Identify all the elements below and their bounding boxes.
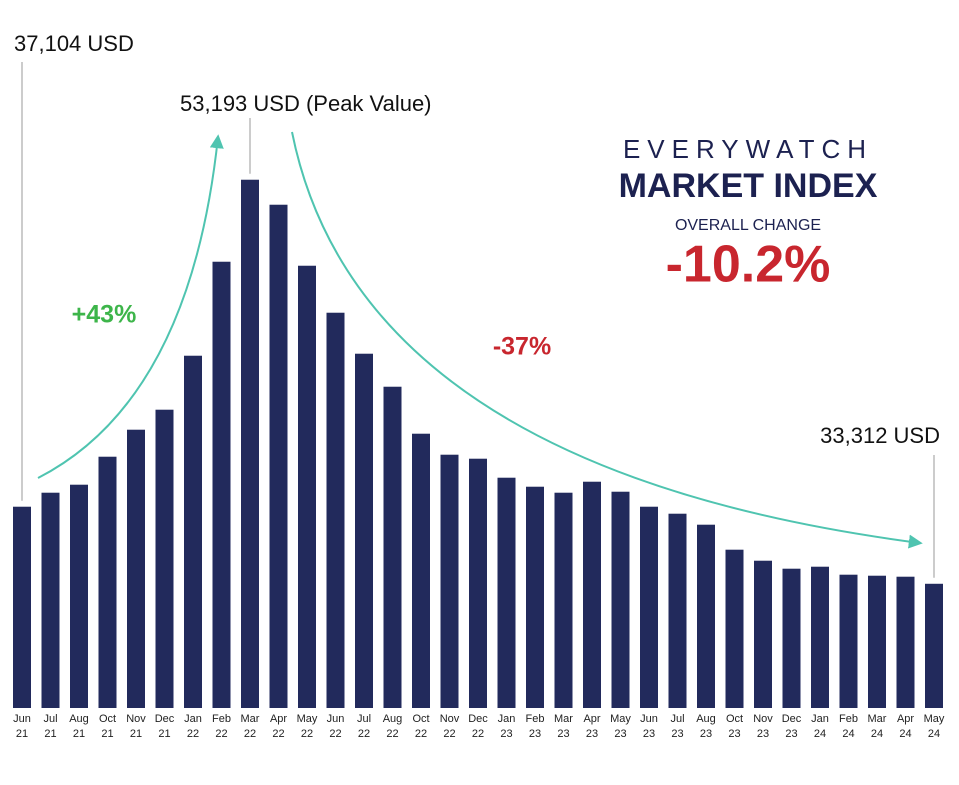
fall-annotation: -37% xyxy=(493,333,551,361)
bar xyxy=(13,506,31,708)
x-tick-label: May 22 xyxy=(297,713,318,740)
x-tick-label: May 23 xyxy=(610,713,631,740)
bar xyxy=(697,524,715,708)
x-tick-label: Jun 23 xyxy=(640,713,658,740)
bar xyxy=(298,265,316,708)
x-tick-label: Jun 22 xyxy=(327,713,345,740)
x-tick-label: Oct 22 xyxy=(412,713,429,740)
bar xyxy=(782,568,801,708)
x-tick-label: Aug 22 xyxy=(383,713,403,740)
x-tick-label: Mar 22 xyxy=(241,713,260,740)
bar xyxy=(526,486,544,708)
x-tick-label: Jul 22 xyxy=(357,713,371,740)
bar xyxy=(383,386,402,708)
bar xyxy=(497,477,516,708)
value-label: 33,312 USD xyxy=(820,423,940,448)
bar xyxy=(896,576,915,708)
bar xyxy=(355,353,373,708)
bar xyxy=(611,491,630,708)
bar xyxy=(668,513,687,708)
rise-arrow xyxy=(37,134,224,479)
bar xyxy=(41,492,60,708)
bar xyxy=(184,355,202,708)
x-tick-label: Jan 24 xyxy=(811,713,829,740)
value-label: 53,193 USD (Peak Value) xyxy=(180,91,432,116)
bar xyxy=(583,481,601,708)
x-tick-label: Mar 23 xyxy=(554,713,573,740)
bar xyxy=(725,549,744,708)
x-tick-label: Apr 23 xyxy=(583,713,600,740)
x-tick-label: Dec 21 xyxy=(155,713,175,740)
bar xyxy=(640,506,658,708)
x-tick-label: Mar 24 xyxy=(868,713,887,740)
x-tick-label: Aug 21 xyxy=(69,713,89,740)
chart-title: MARKET INDEX xyxy=(619,167,878,205)
bar xyxy=(98,456,117,708)
brand: EVERYWATCH xyxy=(623,134,873,164)
bar xyxy=(868,575,886,708)
x-tick-label: Jul 21 xyxy=(43,713,57,740)
bar xyxy=(440,454,459,708)
bar xyxy=(754,560,772,708)
bar xyxy=(241,179,259,709)
x-tick-label: Jun 21 xyxy=(13,713,31,740)
x-tick-label: Nov 23 xyxy=(753,713,773,740)
bar xyxy=(554,492,573,708)
bar xyxy=(212,261,231,708)
bar xyxy=(127,429,145,708)
bar xyxy=(326,312,345,708)
rise-annotation: +43% xyxy=(72,301,137,329)
x-tick-label: Oct 21 xyxy=(99,713,116,740)
x-tick-label: Jan 22 xyxy=(184,713,202,740)
x-tick-label: Dec 23 xyxy=(782,713,802,740)
x-tick-label: Jul 23 xyxy=(670,713,684,740)
bar xyxy=(155,409,174,708)
x-tick-label: Apr 22 xyxy=(270,713,287,740)
x-tick-label: Nov 22 xyxy=(440,713,460,740)
bar xyxy=(925,583,943,708)
chart-subtitle: OVERALL CHANGE xyxy=(675,217,821,234)
x-tick-label: Feb 24 xyxy=(839,713,858,740)
bar xyxy=(839,574,858,708)
x-tick-label: Nov 21 xyxy=(126,713,146,740)
x-tick-label: Aug 23 xyxy=(696,713,716,740)
bar xyxy=(811,566,829,708)
x-tick-label: Feb 22 xyxy=(212,713,231,740)
x-tick-label: Oct 23 xyxy=(726,713,743,740)
bar xyxy=(412,433,430,708)
x-tick-label: Feb 23 xyxy=(526,713,545,740)
x-tick-label: Jan 23 xyxy=(498,713,516,740)
bar xyxy=(269,204,288,708)
bar xyxy=(70,484,88,708)
value-label: 37,104 USD xyxy=(14,31,134,56)
fall-arrow xyxy=(291,131,923,549)
x-tick-label: May 24 xyxy=(924,713,945,740)
overall-change: -10.2% xyxy=(666,236,831,294)
x-tick-label: Dec 22 xyxy=(468,713,488,740)
x-tick-label: Apr 24 xyxy=(897,713,914,740)
bar xyxy=(469,458,487,708)
